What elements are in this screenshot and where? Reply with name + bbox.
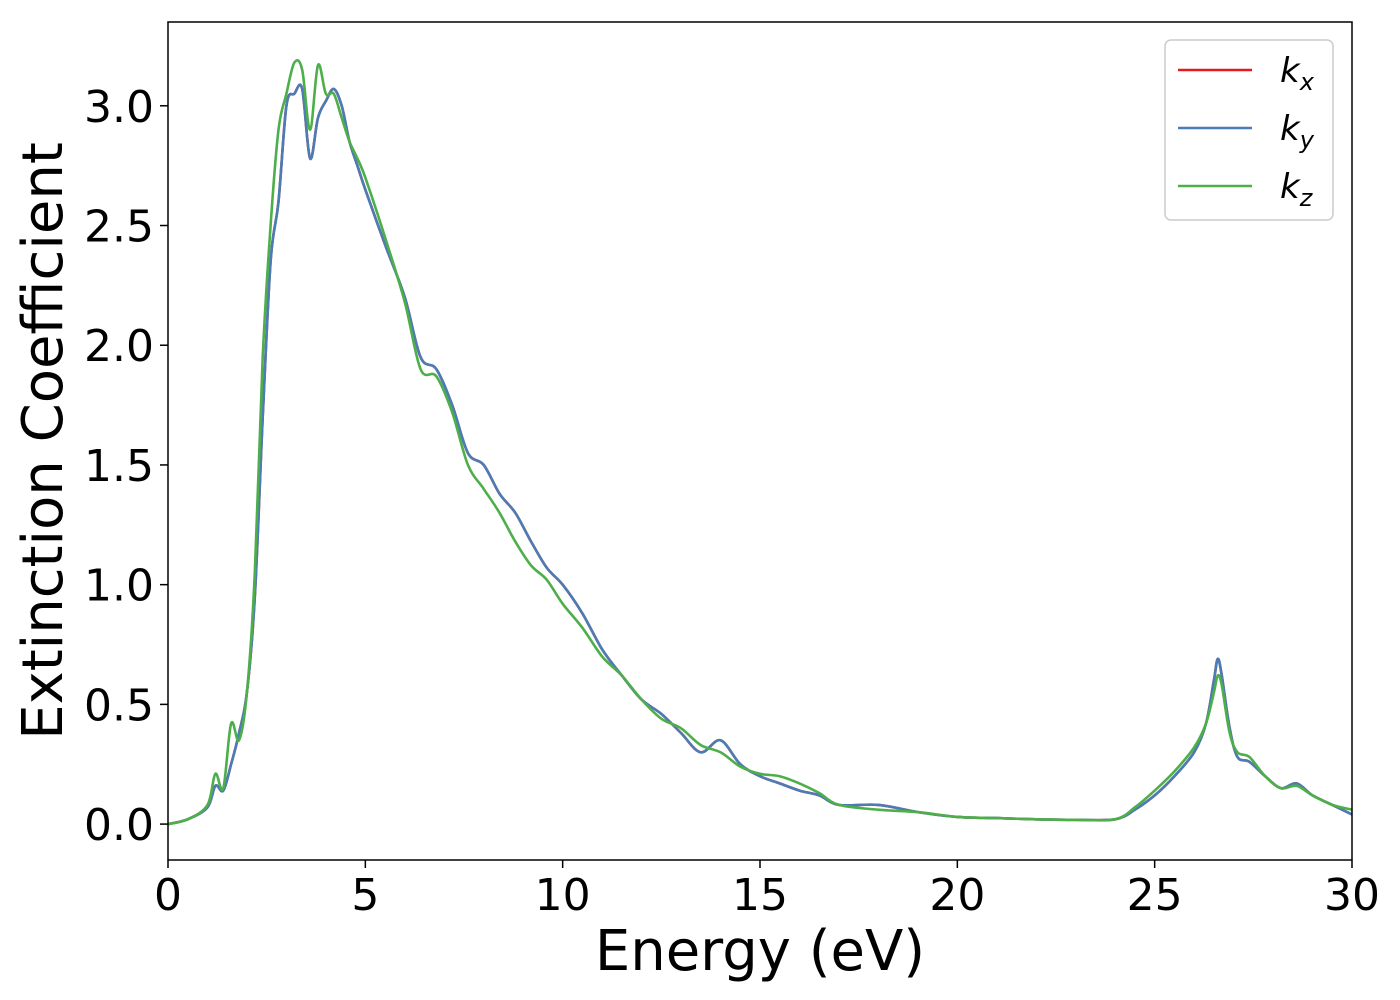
legend-label-kx: kx <box>1280 51 1315 96</box>
x-tick-label: 25 <box>1127 870 1183 921</box>
x-tick-label: 15 <box>732 870 788 921</box>
series-line-kz <box>168 59 1352 826</box>
y-tick-label: 1.5 <box>84 441 154 492</box>
series-layer <box>168 59 1352 826</box>
y-axis-label: Extinction Coefficient <box>11 142 76 740</box>
legend-label-subscript: x <box>1299 68 1315 96</box>
y-tick-label: 0.0 <box>84 800 154 851</box>
x-axis-label: Energy (eV) <box>595 919 925 984</box>
y-tick-label: 0.5 <box>84 680 154 731</box>
legend-label-base: k <box>1280 167 1301 207</box>
x-tick-label: 10 <box>535 870 591 921</box>
x-axis-ticks: 0 5 10 15 20 25 30 <box>154 860 1380 921</box>
legend-label-kz: kz <box>1280 167 1314 212</box>
y-tick-label: 2.0 <box>84 321 154 372</box>
legend-label-subscript: y <box>1299 126 1315 154</box>
y-axis-ticks: 0.0 0.5 1.0 1.5 2.0 2.5 3.0 <box>84 82 168 851</box>
legend-label-subscript: z <box>1299 184 1314 212</box>
legend-box <box>1164 39 1334 221</box>
legend-label-base: k <box>1280 109 1301 149</box>
y-tick-label: 3.0 <box>84 82 154 133</box>
x-tick-label: 20 <box>929 870 985 921</box>
legend-label-base: k <box>1280 51 1301 91</box>
y-tick-label: 1.0 <box>84 561 154 612</box>
legend-label-ky: ky <box>1280 109 1315 154</box>
x-tick-label: 0 <box>154 870 182 921</box>
x-tick-label: 5 <box>351 870 379 921</box>
x-tick-label: 30 <box>1324 870 1380 921</box>
y-tick-label: 2.5 <box>84 202 154 253</box>
